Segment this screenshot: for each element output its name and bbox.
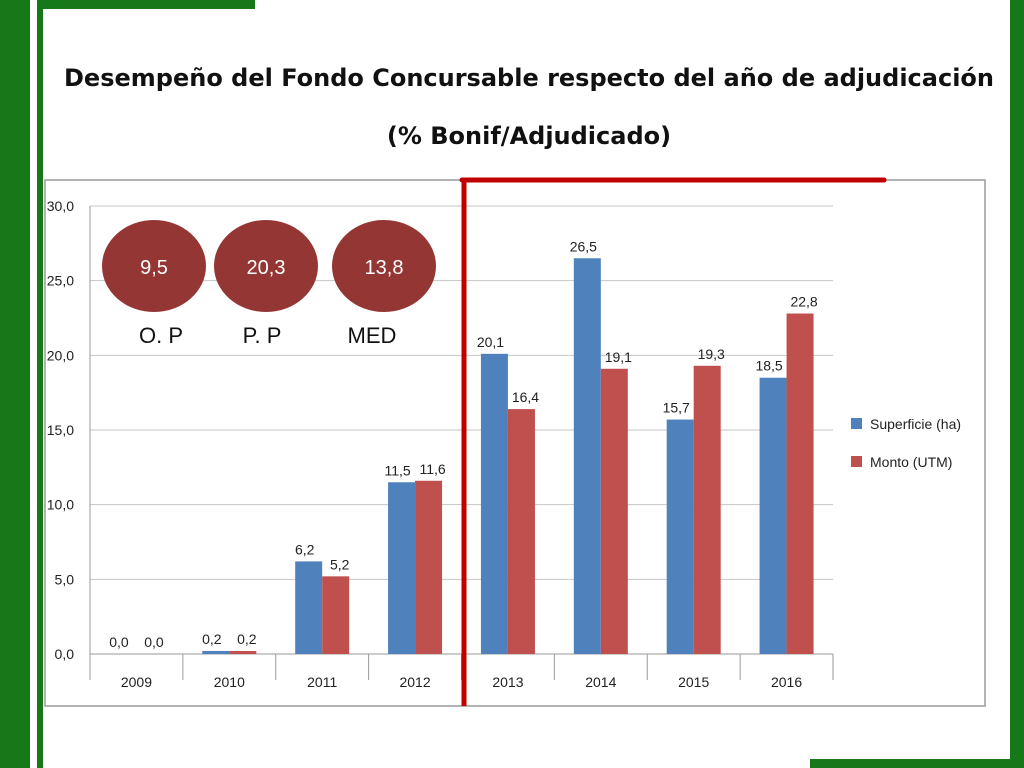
slide-title: Desempeño del Fondo Concursable respecto… — [64, 64, 994, 92]
indicator-value: 13,8 — [365, 257, 404, 279]
data-label: 11,6 — [419, 461, 445, 477]
indicator-bubble — [102, 220, 206, 312]
indicator-value: 20,3 — [247, 257, 286, 279]
x-tick-label: 2011 — [307, 674, 337, 690]
y-tick-label: 0,0 — [55, 646, 75, 662]
data-label: 0,2 — [202, 631, 222, 647]
indicator-label: O. P — [139, 323, 183, 348]
bar-superficie — [573, 258, 601, 654]
y-tick-label: 5,0 — [55, 571, 75, 587]
bar-superficie — [295, 561, 323, 654]
y-tick-label: 25,0 — [47, 273, 74, 289]
bar-superficie — [202, 651, 230, 654]
x-tick-label: 2015 — [678, 674, 709, 690]
y-tick-label: 30,0 — [47, 198, 74, 214]
top-green-bar — [43, 0, 255, 9]
legend-label: Monto (UTM) — [870, 454, 952, 470]
x-tick-label: 2016 — [771, 674, 802, 690]
right-green-bar — [1010, 0, 1024, 768]
y-tick-label: 15,0 — [47, 422, 74, 438]
data-label: 16,4 — [512, 389, 539, 405]
x-tick-label: 2009 — [121, 674, 152, 690]
bar-superficie — [480, 353, 508, 654]
bottom-green-bar — [810, 759, 1024, 768]
indicator-value: 9,5 — [140, 257, 168, 279]
x-tick-label: 2014 — [585, 674, 616, 690]
indicator-label: P. P — [243, 323, 282, 348]
data-label: 0,2 — [237, 631, 257, 647]
data-label: 18,5 — [755, 358, 782, 374]
data-label: 20,1 — [477, 334, 504, 350]
data-label: 19,1 — [605, 349, 632, 365]
y-tick-label: 10,0 — [47, 497, 74, 513]
legend-swatch — [851, 456, 862, 467]
data-label: 6,2 — [295, 541, 315, 557]
data-label: 11,5 — [384, 462, 410, 478]
data-label: 26,5 — [570, 238, 597, 254]
data-label: 5,2 — [330, 556, 350, 572]
bar-monto — [415, 480, 443, 654]
y-tick-label: 20,0 — [47, 347, 74, 363]
indicator-label: MED — [348, 323, 397, 348]
data-label: 0,0 — [144, 634, 164, 650]
bar-monto — [786, 313, 814, 654]
x-tick-label: 2012 — [399, 674, 430, 690]
x-tick-label: 2013 — [492, 674, 523, 690]
bar-monto — [600, 368, 628, 654]
bar-superficie — [666, 419, 694, 654]
legend-swatch — [851, 418, 862, 429]
bar-monto — [322, 576, 350, 654]
indicator-bubble — [332, 220, 436, 312]
bar-superficie — [388, 482, 416, 654]
bar-superficie — [759, 377, 787, 654]
legend-label: Superficie (ha) — [870, 416, 961, 432]
data-label: 0,0 — [109, 634, 129, 650]
data-label: 22,8 — [790, 294, 817, 310]
left-green-line — [37, 0, 43, 768]
data-label: 15,7 — [663, 400, 690, 416]
bar-monto — [507, 409, 535, 654]
bar-monto — [229, 651, 257, 654]
x-tick-label: 2010 — [214, 674, 245, 690]
indicator-bubble — [214, 220, 318, 312]
slide-subtitle: (% Bonif/Adjudicado) — [386, 122, 672, 150]
left-green-bar — [0, 0, 30, 768]
data-label: 19,3 — [698, 346, 725, 362]
bar-monto — [693, 365, 721, 654]
